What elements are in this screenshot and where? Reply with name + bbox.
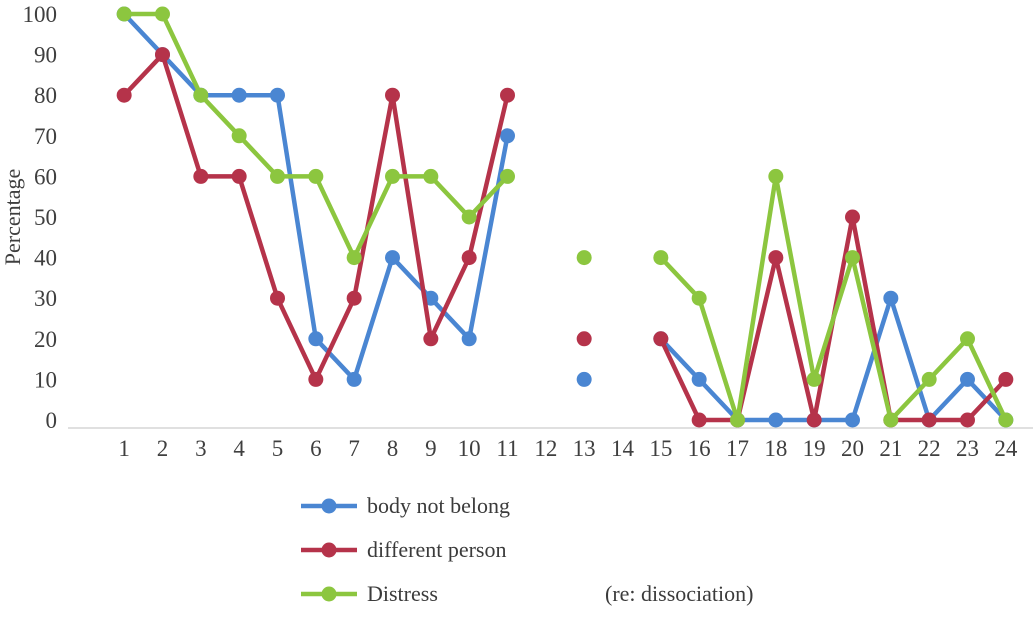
svg-text:10: 10: [458, 436, 481, 461]
svg-text:60: 60: [34, 164, 57, 189]
svg-text:17: 17: [726, 436, 749, 461]
svg-text:10: 10: [34, 367, 57, 392]
svg-text:Percentage: Percentage: [0, 169, 25, 266]
svg-text:30: 30: [34, 286, 57, 311]
annotation-re-dissociation: (re: dissociation): [605, 581, 754, 606]
svg-text:100: 100: [23, 2, 58, 27]
svg-text:21: 21: [879, 436, 902, 461]
svg-text:9: 9: [425, 436, 437, 461]
legend-label-body-not-belong: body not belong: [367, 493, 510, 518]
svg-text:20: 20: [34, 327, 57, 352]
legend-label-distress: Distress: [367, 581, 438, 606]
legend-swatch-distress: [301, 586, 357, 602]
svg-text:22: 22: [918, 436, 941, 461]
svg-text:4: 4: [233, 436, 245, 461]
legend-item-different-person: different person: [300, 528, 1033, 572]
svg-text:14: 14: [611, 436, 635, 461]
svg-text:11: 11: [496, 436, 518, 461]
svg-text:13: 13: [573, 436, 596, 461]
svg-text:24: 24: [994, 436, 1018, 461]
svg-text:5: 5: [272, 436, 284, 461]
svg-text:1: 1: [118, 436, 130, 461]
svg-text:20: 20: [841, 436, 864, 461]
svg-text:90: 90: [34, 43, 57, 68]
svg-text:6: 6: [310, 436, 322, 461]
svg-text:80: 80: [34, 83, 57, 108]
svg-text:23: 23: [956, 436, 979, 461]
legend: body not belong different person Distres…: [0, 468, 1033, 616]
svg-text:16: 16: [688, 436, 711, 461]
svg-text:0: 0: [46, 408, 58, 433]
legend-swatch-different-person: [301, 542, 357, 558]
svg-text:19: 19: [803, 436, 826, 461]
legend-label-different-person: different person: [367, 537, 507, 562]
svg-text:18: 18: [764, 436, 787, 461]
svg-text:8: 8: [387, 436, 399, 461]
legend-item-distress: Distress (re: dissociation): [300, 572, 1033, 616]
svg-text:70: 70: [34, 124, 57, 149]
svg-text:40: 40: [34, 246, 57, 271]
svg-text:3: 3: [195, 436, 207, 461]
legend-item-body-not-belong: body not belong: [300, 484, 1033, 528]
svg-text:7: 7: [348, 436, 360, 461]
line-chart: 0 10 20 30 40 50 60 70 80 90 100 Percentage 1 2 3 4 5 6 7 8…: [0, 2, 1033, 461]
svg-text:12: 12: [534, 436, 557, 461]
legend-swatch-body-not-belong: [301, 498, 357, 514]
svg-text:15: 15: [649, 436, 672, 461]
svg-text:2: 2: [157, 436, 169, 461]
svg-text:50: 50: [34, 205, 57, 230]
